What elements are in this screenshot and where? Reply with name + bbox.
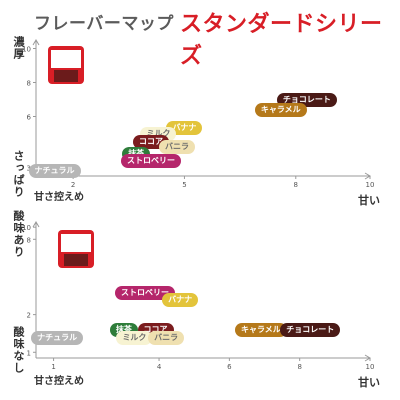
y-axis-top-label: 酸味あり [12,210,25,258]
y-tick-label: 2 [27,312,31,320]
flavor-pill: バニラ [148,331,185,346]
y-tick-label: 10 [22,46,31,54]
x-tick-label: 8 [294,181,298,189]
x-tick-label: 5 [182,181,186,189]
x-tick-label: 4 [157,363,162,371]
flavor-pill: ストロベリー [114,285,175,300]
x-tick-label: 10 [366,363,375,371]
x-axis-right-label: 甘い [358,194,380,207]
y-tick-label: 1 [27,349,31,357]
y-tick-label: 8 [27,80,31,88]
x-tick-label: 10 [366,181,375,189]
y-axis-arrow [32,39,40,46]
flavor-pill: ミルク [116,331,153,346]
flavor-pill: ストロベリー [121,153,182,168]
flavor-pill: バナナ [162,293,199,308]
series-title: スタンダードシリーズ [180,12,383,69]
acidity-chart: 10 8 2 1 1 4 6 8 10 酸味あり 酸味なし 甘さ控えめ 甘い ストロベリー バナナ… [0,208,400,389]
y-axis-top-label: 濃厚 [12,36,25,60]
flavor-pill: ナチュラル [28,163,81,178]
x-tick-label: 8 [297,363,301,371]
y-axis-arrow [32,221,40,228]
flavor-pill: チョコレート [280,323,341,338]
flavor-pill: キャラメル [235,323,287,338]
page-title: フレーバーマップ [34,14,174,34]
header: フレーバーマップ スタンダードシリーズ [0,0,400,69]
y-tick-label: 8 [27,236,31,244]
flavor-pill: ナチュラル [31,331,84,346]
x-axis-right-label: 甘い [358,376,380,389]
richness-chart-axes: 1086325810 [22,39,375,189]
flavor-pill: キャラメル [254,102,307,117]
y-axis-bottom-label: さっぱり [12,150,25,198]
y-axis-bottom-label: 酸味なし [12,326,25,374]
x-axis-left-label: 甘さ控えめ [34,376,84,387]
x-tick-label: 2 [71,181,75,189]
y-tick-label: 10 [22,224,31,232]
product-package-image [56,226,96,268]
x-tick-label: 6 [227,363,232,371]
richness-chart: 1086325810 濃厚 さっぱり 甘さ控えめ 甘い チョコレートキャラメルバ… [0,30,400,210]
x-axis-left-label: 甘さ控えめ [34,192,84,203]
product-package-image [46,42,86,84]
flavor-pill: バニラ [159,140,196,155]
y-tick-label: 6 [27,114,32,122]
x-tick-label: 1 [51,363,55,371]
